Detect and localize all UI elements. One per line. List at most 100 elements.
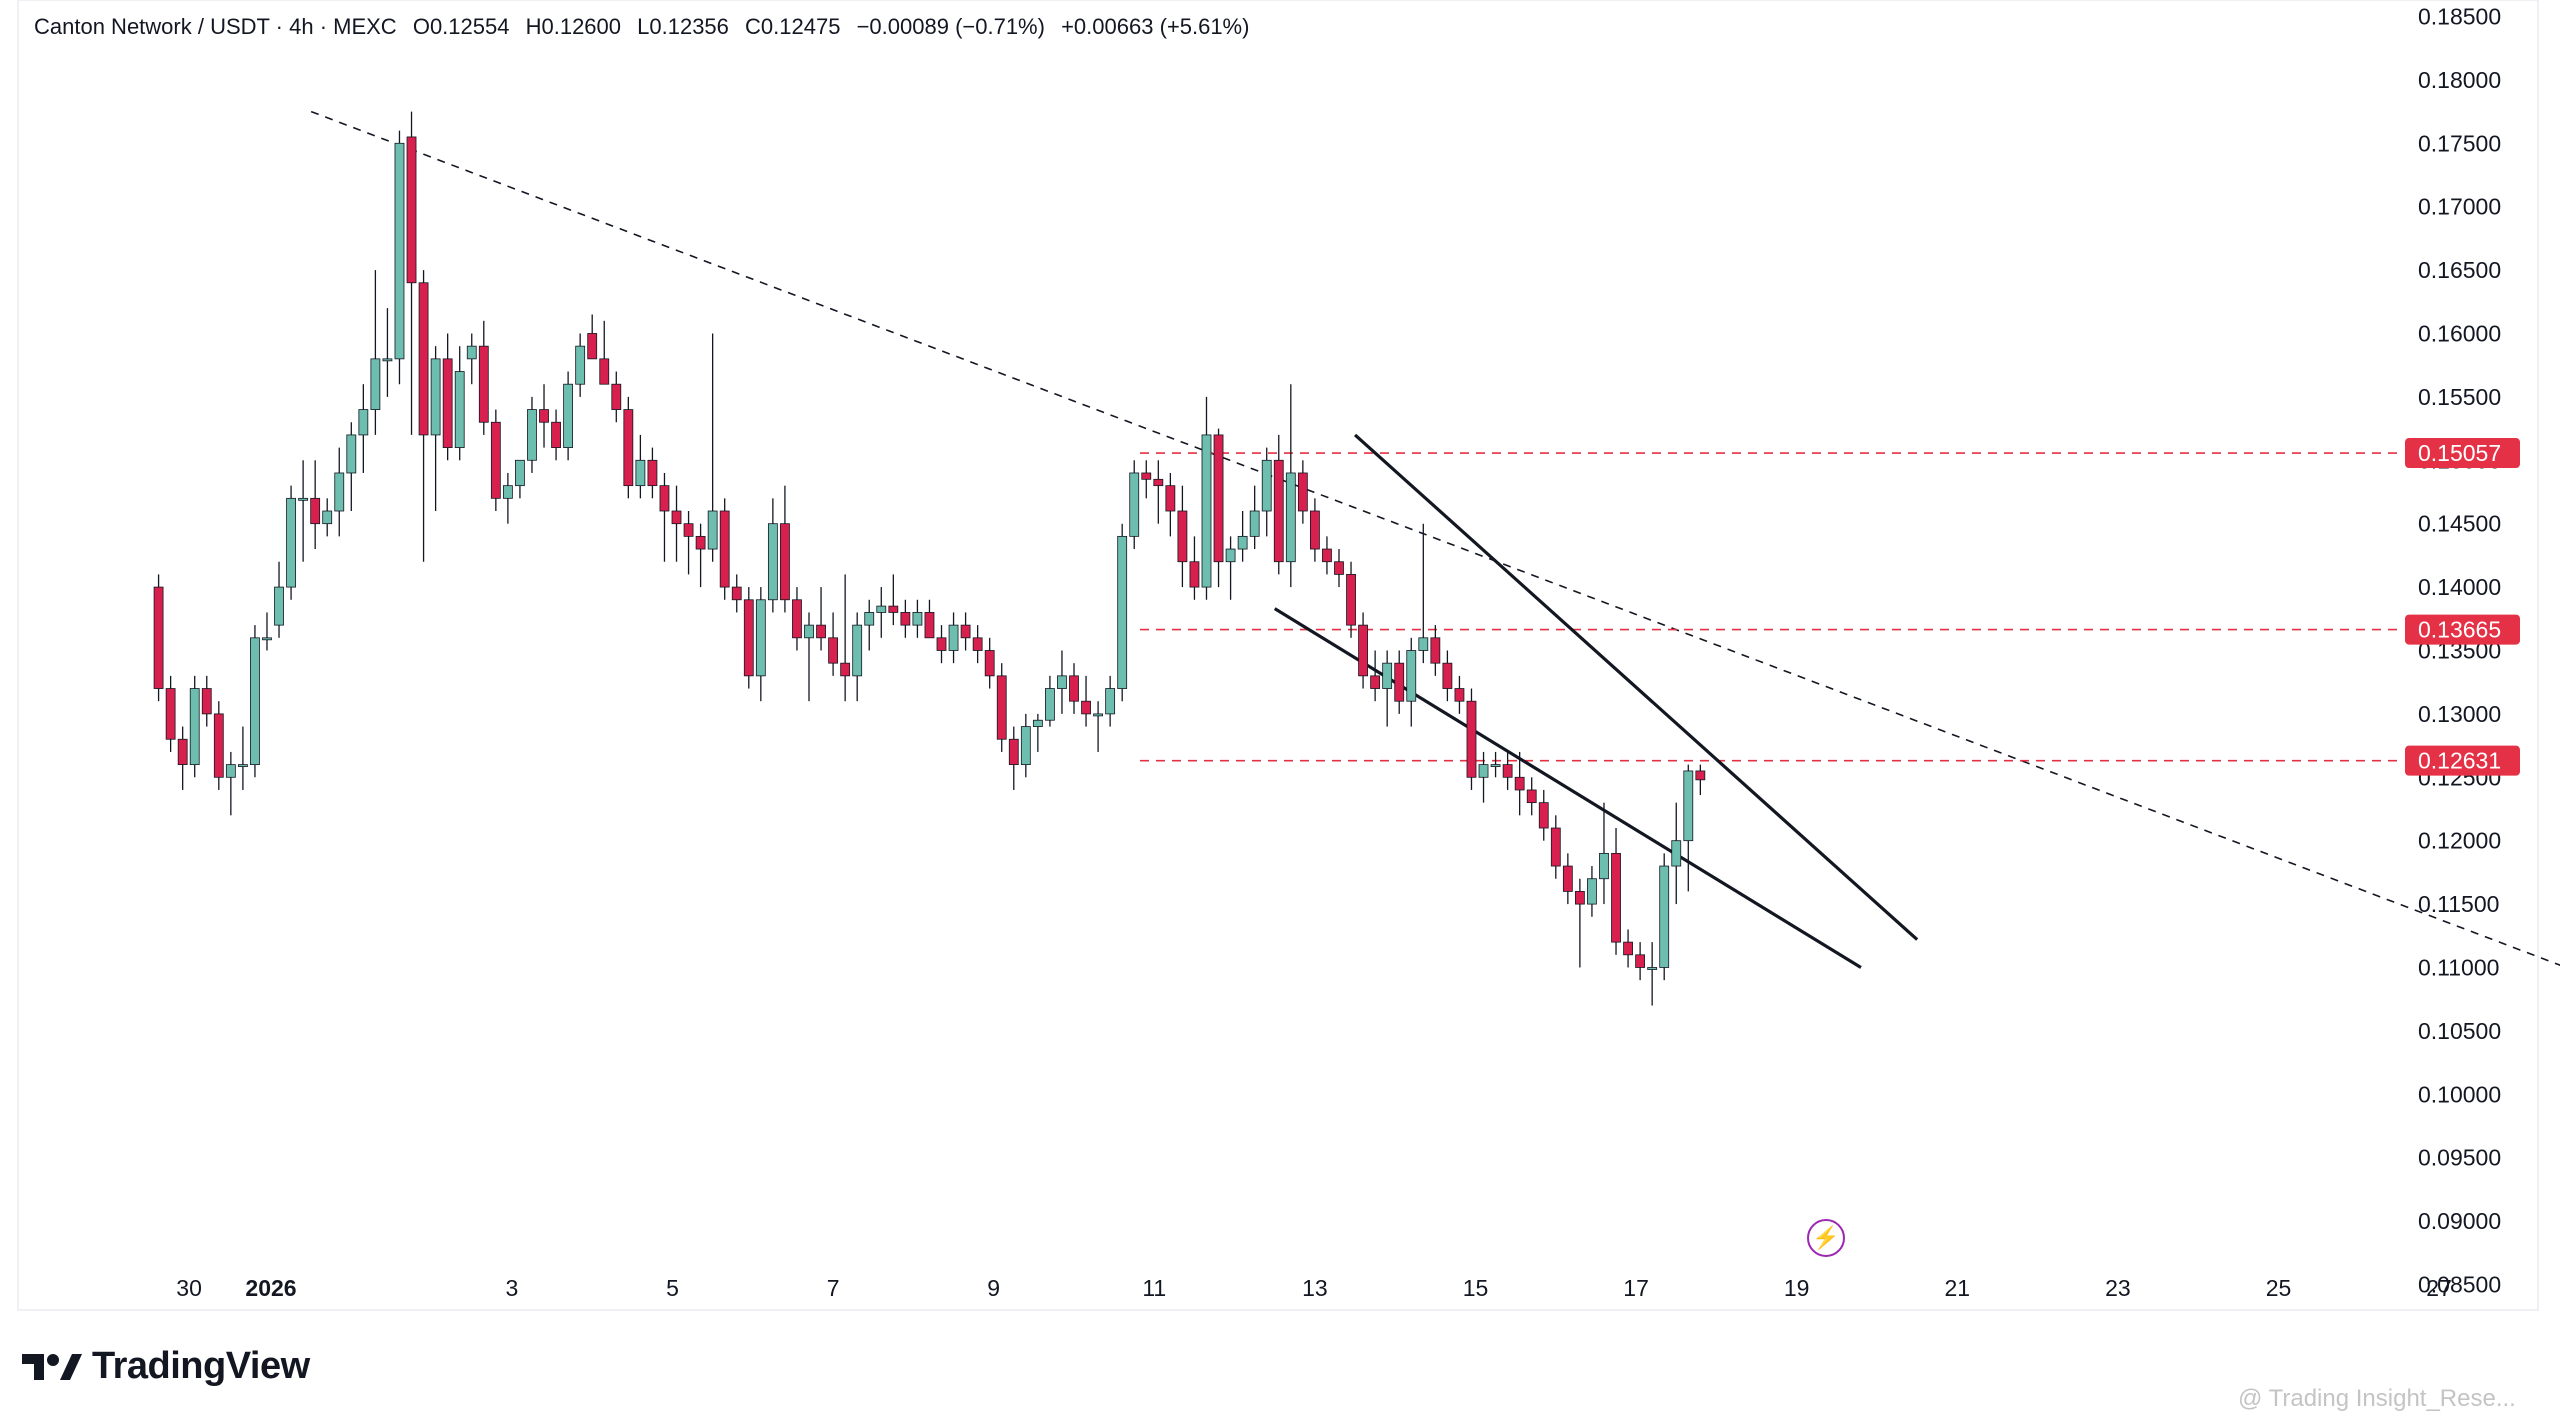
candle-body [900,612,911,626]
date-tick-label: 17 [1623,1275,1649,1301]
candle-body [1587,878,1597,905]
candlesticks [153,111,1706,1006]
candle-body [1538,802,1549,829]
price-tick-label: 0.12000 [2418,828,2501,854]
candle-body [1647,967,1658,970]
candle-body [430,358,441,436]
candle-body [1261,459,1272,512]
candle-body [1093,713,1103,717]
legend-low: L0.12356 [637,14,729,39]
candle-body [1550,827,1561,867]
candle-body [840,662,851,677]
candle-body [1020,726,1031,766]
descending-trendline [310,110,2560,966]
candle-body [1382,662,1393,689]
date-tick-label: 5 [666,1275,679,1301]
candle-body [1478,764,1489,778]
candle-body [1285,472,1296,563]
tradingview-brand[interactable]: TradingView [20,1345,310,1388]
candle-body [1406,650,1417,702]
level-price-badge [2405,745,2520,776]
candle-body [442,358,453,449]
candle-body [322,510,333,525]
candle-body [647,459,658,487]
date-tick-label: 2026 [245,1275,296,1301]
candle-body [984,650,995,677]
candle-body [828,637,838,664]
plot-frame [17,0,2539,1311]
candle-body [587,333,598,360]
lightning-bolt-icon[interactable]: ⚡ [1807,1219,1845,1257]
candle-body [852,624,863,677]
candle-body [539,409,549,423]
candle-body [1177,510,1188,563]
candle-body [864,612,875,626]
candle-body [478,345,489,423]
price-tick-label: 0.17000 [2418,194,2501,220]
candle-body [250,637,260,766]
date-tick-label: 27 [2426,1275,2452,1301]
candle-body [1695,770,1706,781]
candle-body [936,637,947,651]
candle-body [1358,624,1368,677]
candle-body [743,599,754,677]
price-tick-label: 0.09000 [2418,1208,2501,1234]
candle-body [792,599,802,639]
candle-body [960,624,971,639]
candle-body [1225,548,1236,563]
candle-body [1623,941,1633,956]
legend-symbol: Canton Network / USDT · 4h · MEXC [34,14,397,39]
candle-body [346,434,357,474]
legend-change: −0.00089 (−0.71%) [856,14,1045,39]
candle-body [1105,688,1116,715]
candle-body [1057,675,1067,689]
candle-body [1514,776,1525,791]
date-tick-label: 19 [1784,1275,1810,1301]
price-tick-label: 0.15500 [2418,384,2501,410]
candle-body [1466,700,1477,778]
tradingview-logo-text: TradingView [92,1345,310,1387]
candle-body [225,764,236,778]
level-price-label: 0.12631 [2418,748,2501,774]
candle-body [924,612,935,639]
legend-close: C0.12475 [745,14,841,39]
date-tick-label: 11 [1142,1275,1166,1301]
candle-body [1141,472,1152,480]
candle-body [972,637,983,651]
candle-body [406,136,417,284]
level-price-label: 0.13665 [2418,617,2501,643]
candle-body [671,510,682,525]
candle-body [1574,891,1585,905]
candle-body [1237,535,1248,550]
level-price-badge [2405,614,2520,645]
date-tick-label: 23 [2105,1275,2131,1301]
candle-body [888,605,899,613]
candle-body [996,675,1007,740]
candle-body [1249,510,1260,537]
price-tick-label: 0.10500 [2418,1018,2501,1044]
candle-body [1502,764,1513,778]
candle-body [599,358,610,385]
candle-body [298,497,309,501]
level-price-badge [2405,438,2520,469]
candle-body [912,612,923,626]
candle-body [454,371,465,449]
candle-body [1635,954,1646,968]
candle-body [948,624,959,651]
candle-body [804,624,814,639]
candle-body [418,282,429,436]
candle-body [1671,840,1682,867]
date-tick-label: 25 [2266,1275,2292,1301]
candle-body [177,738,188,766]
candle-body [1201,434,1212,588]
candle-body [611,383,622,410]
candle-body [755,599,766,677]
candle-body [1322,548,1332,563]
candle-body [683,523,694,537]
candle-body [358,409,369,436]
author-watermark: @ Trading Insight_Rese... [2238,1385,2516,1412]
candle-body [551,421,561,449]
candle-body [515,459,525,487]
candle-body [1297,472,1308,512]
